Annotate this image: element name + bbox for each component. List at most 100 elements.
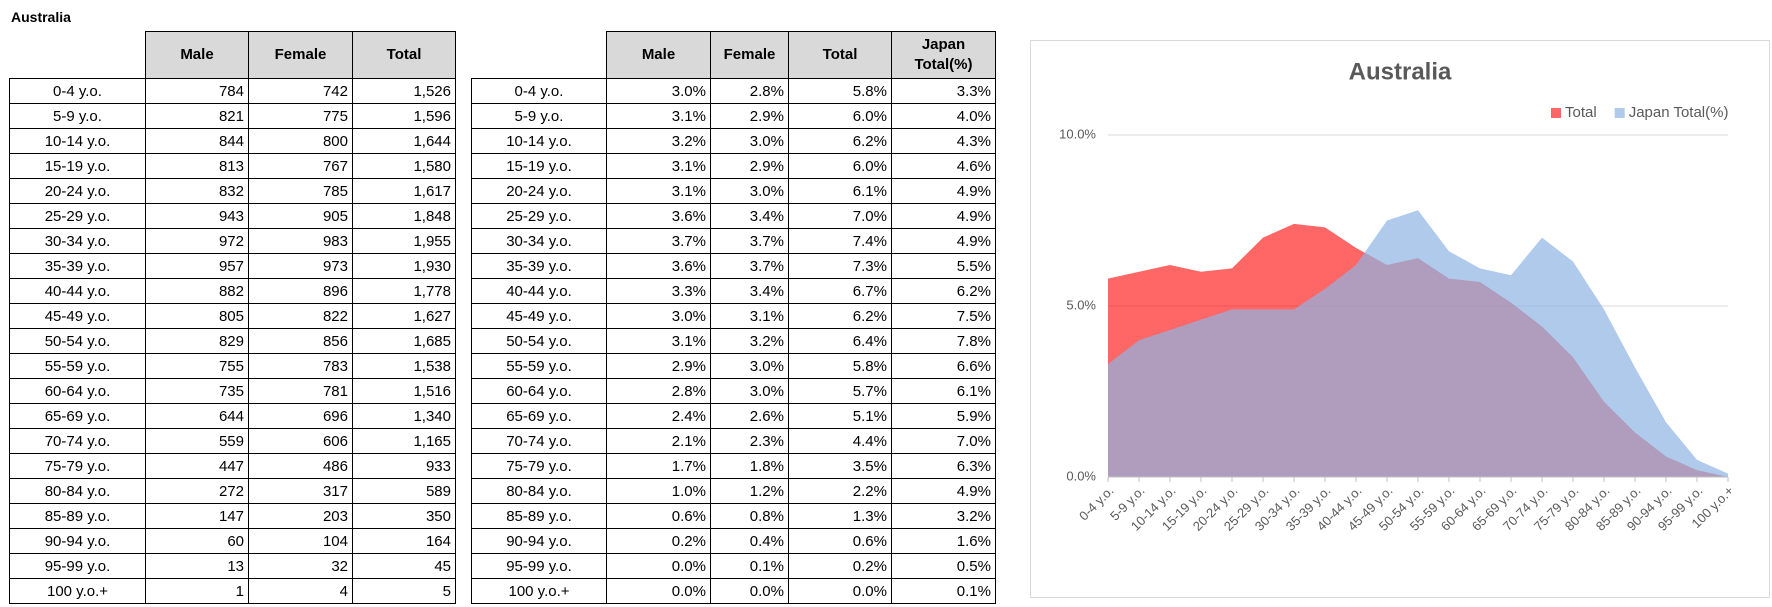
- table-cell: 822: [248, 303, 353, 329]
- table-cell: 2.8%: [606, 378, 711, 404]
- table-cell: 6.4%: [788, 328, 892, 354]
- row-label: 0-4 y.o.: [471, 78, 607, 104]
- row-label: 15-19 y.o.: [9, 153, 146, 179]
- column-header: Japan Total(%): [891, 31, 996, 79]
- table-cell: 0.6%: [606, 503, 711, 529]
- table-cell: 0.0%: [788, 578, 892, 604]
- table-cell: 0.0%: [606, 578, 711, 604]
- table-cell: 1,627: [352, 303, 456, 329]
- table-cell: 3.6%: [606, 253, 711, 279]
- table-cell: 856: [248, 328, 353, 354]
- table-cell: 3.0%: [710, 178, 789, 204]
- table-cell: 1,526: [352, 78, 456, 104]
- table-cell: 0.4%: [710, 528, 789, 554]
- table-cell: 164: [352, 528, 456, 554]
- table-cell: 2.9%: [710, 103, 789, 129]
- table-cell: 5.5%: [891, 253, 996, 279]
- table-cell: 7.0%: [891, 428, 996, 454]
- table-cell: 742: [248, 78, 353, 104]
- row-label: 5-9 y.o.: [9, 103, 146, 129]
- table-cell: 821: [145, 103, 249, 129]
- table-cell: 767: [248, 153, 353, 179]
- table-cell: 7.4%: [788, 228, 892, 254]
- table-cell: 896: [248, 278, 353, 304]
- table-cell: 735: [145, 378, 249, 404]
- table-cell: 6.0%: [788, 153, 892, 179]
- table-cell: 6.2%: [788, 303, 892, 329]
- table-cell: 0.6%: [788, 528, 892, 554]
- table-cell: 3.3%: [891, 78, 996, 104]
- table-cell: 844: [145, 128, 249, 154]
- row-label: 100 y.o.+: [9, 578, 146, 604]
- table-cell: 983: [248, 228, 353, 254]
- table-cell: 3.7%: [606, 228, 711, 254]
- legend-swatch: [1551, 108, 1561, 118]
- row-label: 40-44 y.o.: [9, 278, 146, 304]
- table-cell: 32: [248, 553, 353, 579]
- row-label: 45-49 y.o.: [471, 303, 607, 329]
- table-cell: 6.2%: [891, 278, 996, 304]
- table-cell: 957: [145, 253, 249, 279]
- row-label: 65-69 y.o.: [9, 403, 146, 429]
- table-cell: 2.1%: [606, 428, 711, 454]
- row-label: 95-99 y.o.: [471, 553, 607, 579]
- table-cell: 3.1%: [606, 178, 711, 204]
- row-label: 60-64 y.o.: [471, 378, 607, 404]
- table-cell: 4: [248, 578, 353, 604]
- table-cell: 3.6%: [606, 203, 711, 229]
- row-label: 75-79 y.o.: [471, 453, 607, 479]
- table-cell: 784: [145, 78, 249, 104]
- table-cell: 5: [352, 578, 456, 604]
- legend-label: Japan Total(%): [1629, 104, 1729, 121]
- table-cell: 3.4%: [710, 278, 789, 304]
- table-cell: 1,165: [352, 428, 456, 454]
- row-label: 95-99 y.o.: [9, 553, 146, 579]
- column-header: Total: [788, 31, 892, 79]
- table-cell: 755: [145, 353, 249, 379]
- row-label: 30-34 y.o.: [9, 228, 146, 254]
- table-cell: 1.7%: [606, 453, 711, 479]
- table-cell: 447: [145, 453, 249, 479]
- table-cell: 350: [352, 503, 456, 529]
- column-header: Female: [248, 31, 353, 79]
- legend-label: Total: [1565, 104, 1597, 121]
- table-cell: 1,930: [352, 253, 456, 279]
- legend-swatch: [1614, 108, 1625, 118]
- table-cell: 1.2%: [710, 478, 789, 504]
- table-cell: 973: [248, 253, 353, 279]
- table-cell: 1,516: [352, 378, 456, 404]
- table-cell: 6.1%: [891, 378, 996, 404]
- table-cell: 3.2%: [710, 328, 789, 354]
- table-cell: 6.7%: [788, 278, 892, 304]
- column-header: Male: [606, 31, 711, 79]
- table-cell: 7.0%: [788, 203, 892, 229]
- table-cell: 6.6%: [891, 353, 996, 379]
- row-label: 100 y.o.+: [471, 578, 607, 604]
- table-cell: 3.0%: [710, 128, 789, 154]
- table-cell: 1,580: [352, 153, 456, 179]
- table-cell: 783: [248, 353, 353, 379]
- table-cell: 0.2%: [788, 553, 892, 579]
- row-label: 10-14 y.o.: [471, 128, 607, 154]
- table-cell: 832: [145, 178, 249, 204]
- row-label: 25-29 y.o.: [471, 203, 607, 229]
- table-cell: 5.7%: [788, 378, 892, 404]
- row-label: 55-59 y.o.: [471, 353, 607, 379]
- chart: Australia 0.0%5.0%10.0%0-4 y.o.5-9 y.o.1…: [1030, 40, 1770, 598]
- row-label: 45-49 y.o.: [9, 303, 146, 329]
- table-cell: 644: [145, 403, 249, 429]
- table-cell: 1,955: [352, 228, 456, 254]
- table-cell: 0.8%: [710, 503, 789, 529]
- table-cell: 943: [145, 203, 249, 229]
- table-cell: 13: [145, 553, 249, 579]
- table-cell: 1.0%: [606, 478, 711, 504]
- table-cell: 0.0%: [606, 553, 711, 579]
- table-cell: 3.2%: [891, 503, 996, 529]
- table-cell: 933: [352, 453, 456, 479]
- row-label: 70-74 y.o.: [471, 428, 607, 454]
- table-cell: 2.6%: [710, 403, 789, 429]
- row-label: 60-64 y.o.: [9, 378, 146, 404]
- row-label: 0-4 y.o.: [9, 78, 146, 104]
- table-cell: 1.8%: [710, 453, 789, 479]
